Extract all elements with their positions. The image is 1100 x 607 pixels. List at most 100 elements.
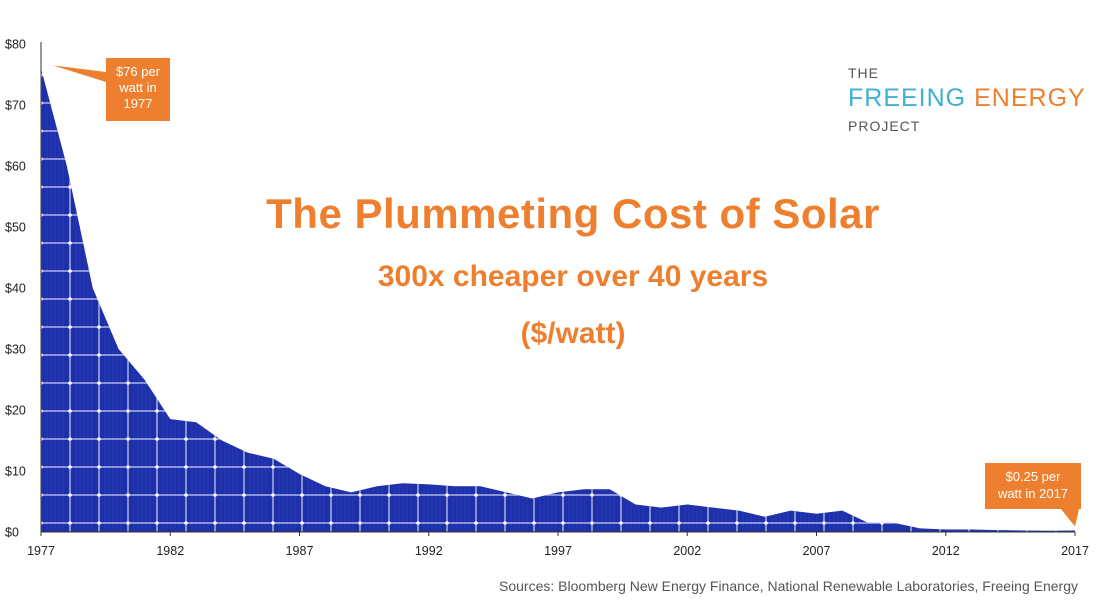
panel-dot (706, 45, 710, 49)
panel-dot (735, 493, 739, 497)
panel-dot (851, 353, 855, 357)
panel-dot (677, 157, 681, 161)
y-tick-label: $10 (5, 465, 26, 479)
panel-dot (358, 45, 362, 49)
panel-dot (155, 241, 159, 245)
panel-dot (300, 73, 304, 77)
panel-dot (213, 465, 217, 469)
panel-dot (822, 353, 826, 357)
panel-dot (677, 241, 681, 245)
panel-dot (155, 353, 159, 357)
panel-dot (822, 493, 826, 497)
panel-dot (242, 409, 246, 413)
freeing-energy-logo: THE FREEING ENERGY PROJECT (848, 65, 1085, 134)
panel-dot (1025, 45, 1029, 49)
panel-dot (967, 437, 971, 441)
panel-dot (793, 465, 797, 469)
panel-dot (648, 521, 652, 525)
panel-dot (851, 493, 855, 497)
panel-dot (358, 129, 362, 133)
y-tick-label: $50 (5, 221, 26, 235)
panel-dot (532, 437, 536, 441)
panel-dot (271, 73, 275, 77)
panel-dot (619, 465, 623, 469)
panel-dot (822, 325, 826, 329)
panel-dot (445, 241, 449, 245)
panel-dot (735, 409, 739, 413)
panel-dot (619, 185, 623, 189)
panel-dot (387, 157, 391, 161)
panel-dot (706, 73, 710, 77)
panel-dot (1054, 325, 1058, 329)
panel-dot (1054, 269, 1058, 273)
panel-dot (387, 493, 391, 497)
panel-dot (416, 73, 420, 77)
panel-dot (242, 45, 246, 49)
panel-dot (909, 45, 913, 49)
panel-dot (213, 45, 217, 49)
panel-dot (184, 129, 188, 133)
panel-dot (155, 45, 159, 49)
panel-dot (532, 297, 536, 301)
panel-dot (706, 465, 710, 469)
panel-dot (213, 129, 217, 133)
panel-dot (184, 381, 188, 385)
panel-dot (416, 465, 420, 469)
panel-dot (996, 409, 1000, 413)
panel-dot (764, 381, 768, 385)
panel-dot (938, 297, 942, 301)
panel-dot (474, 157, 478, 161)
y-tick-label: $60 (5, 160, 26, 174)
panel-dot (416, 241, 420, 245)
panel-dot (300, 381, 304, 385)
panel-dot (387, 297, 391, 301)
panel-dot (764, 353, 768, 357)
panel-dot (967, 45, 971, 49)
logo-word-freeing: FREEING (848, 84, 966, 112)
callout-start-box (53, 58, 170, 121)
panel-dot (706, 241, 710, 245)
panel-dot (735, 465, 739, 469)
panel-dot (97, 353, 101, 357)
panel-dot (648, 325, 652, 329)
panel-dot (677, 493, 681, 497)
panel-dot (97, 521, 101, 525)
panel-dot (155, 409, 159, 413)
panel-dot (68, 493, 72, 497)
panel-dot (416, 157, 420, 161)
panel-dot (358, 353, 362, 357)
panel-dot (938, 269, 942, 273)
panel-dot (561, 521, 565, 525)
panel-dot (793, 101, 797, 105)
panel-dot (474, 185, 478, 189)
panel-dot (938, 493, 942, 497)
panel-dot (97, 213, 101, 217)
panel-dot (880, 269, 884, 273)
panel-dot (735, 437, 739, 441)
panel-dot (358, 73, 362, 77)
panel-dot (880, 73, 884, 77)
panel-dot (184, 157, 188, 161)
panel-dot (590, 101, 594, 105)
panel-dot (126, 213, 130, 217)
panel-dot (909, 437, 913, 441)
panel-dot (503, 101, 507, 105)
panel-dot (996, 185, 1000, 189)
panel-dot (880, 381, 884, 385)
panel-dot (851, 269, 855, 273)
panel-dot (387, 73, 391, 77)
panel-dot (619, 493, 623, 497)
panel-dot (271, 381, 275, 385)
panel-dot (68, 129, 72, 133)
panel-dot (126, 353, 130, 357)
panel-dot (619, 45, 623, 49)
panel-dot (880, 521, 884, 525)
panel-dot (68, 45, 72, 49)
x-axis-ticks: 1977 1982 1987 1992 1997 2002 2007 2012 2017 (27, 532, 1089, 558)
panel-dot (184, 185, 188, 189)
panel-dot (68, 185, 72, 189)
panel-dot (184, 521, 188, 525)
x-tick-label: 1987 (286, 544, 314, 558)
panel-dot (155, 297, 159, 301)
panel-dot (735, 101, 739, 105)
